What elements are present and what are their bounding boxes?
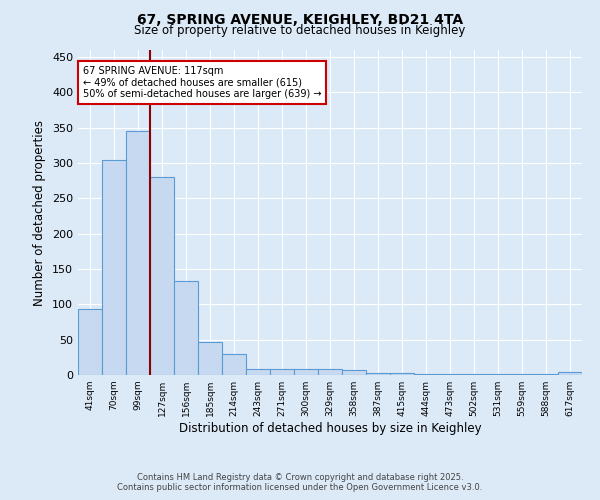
Bar	[438, 374, 462, 375]
Bar	[126, 131, 150, 375]
Bar	[174, 281, 198, 375]
Bar	[294, 368, 318, 375]
Bar	[150, 177, 174, 375]
Bar	[342, 370, 366, 375]
Bar	[102, 160, 126, 375]
Bar	[246, 370, 270, 375]
Bar	[414, 374, 438, 375]
Bar	[486, 374, 510, 375]
Y-axis label: Number of detached properties: Number of detached properties	[34, 120, 46, 306]
Text: 67, SPRING AVENUE, KEIGHLEY, BD21 4TA: 67, SPRING AVENUE, KEIGHLEY, BD21 4TA	[137, 12, 463, 26]
Text: Size of property relative to detached houses in Keighley: Size of property relative to detached ho…	[134, 24, 466, 37]
Bar	[78, 310, 102, 375]
Bar	[558, 372, 582, 375]
Text: 67 SPRING AVENUE: 117sqm
← 49% of detached houses are smaller (615)
50% of semi-: 67 SPRING AVENUE: 117sqm ← 49% of detach…	[83, 66, 322, 100]
Bar	[222, 354, 246, 375]
Bar	[198, 342, 222, 375]
Bar	[270, 368, 294, 375]
Text: Contains HM Land Registry data © Crown copyright and database right 2025.
Contai: Contains HM Land Registry data © Crown c…	[118, 473, 482, 492]
Bar	[318, 370, 342, 375]
Bar	[510, 374, 534, 375]
Bar	[534, 374, 558, 375]
Bar	[390, 373, 414, 375]
Bar	[462, 374, 486, 375]
Bar	[366, 373, 390, 375]
X-axis label: Distribution of detached houses by size in Keighley: Distribution of detached houses by size …	[179, 422, 481, 435]
